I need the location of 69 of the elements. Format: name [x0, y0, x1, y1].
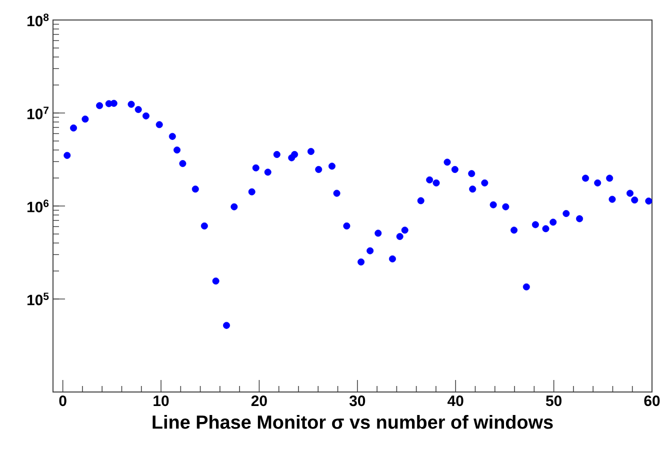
x-tick-label: 60	[644, 396, 660, 406]
point	[142, 112, 150, 120]
y-tick-label: 10$^{5}$	[27, 292, 49, 306]
point	[451, 166, 458, 173]
x-tick-label: 40	[448, 396, 464, 406]
point	[174, 146, 181, 154]
point	[468, 170, 476, 178]
point	[645, 198, 652, 205]
point	[444, 158, 451, 166]
point	[212, 278, 220, 285]
point	[110, 100, 118, 107]
point	[522, 283, 530, 290]
x-tick-label: 30	[349, 396, 366, 406]
point	[510, 226, 518, 234]
point	[264, 168, 272, 176]
point	[328, 162, 336, 170]
x-axis-title: Line Phase Monitor σ vs number of windows	[152, 414, 553, 429]
point	[469, 186, 476, 193]
point	[532, 221, 539, 228]
point	[70, 124, 78, 132]
point	[432, 179, 440, 186]
point	[96, 102, 104, 110]
y-tick-label: 10$^{8}$	[27, 14, 49, 26]
point	[576, 215, 584, 222]
point	[343, 222, 350, 230]
point	[626, 190, 634, 197]
point	[582, 174, 590, 182]
point	[374, 230, 382, 237]
point	[396, 232, 404, 240]
point	[594, 179, 602, 186]
point	[608, 196, 616, 203]
point	[481, 179, 488, 186]
point	[307, 148, 314, 155]
point	[542, 225, 550, 232]
point	[230, 203, 238, 210]
point	[200, 222, 208, 230]
point	[252, 164, 260, 172]
point	[291, 150, 298, 158]
point	[168, 132, 176, 140]
point	[315, 166, 322, 173]
x-tick-label: 10	[154, 396, 169, 406]
point	[333, 190, 340, 197]
x-tick-label: 50	[546, 396, 562, 406]
point	[273, 150, 280, 158]
point	[134, 106, 142, 114]
point	[490, 201, 497, 208]
y-tick-label: 10$^{6}$	[27, 200, 49, 212]
point	[401, 226, 408, 234]
point	[82, 116, 89, 123]
point	[179, 160, 186, 168]
point	[606, 174, 614, 182]
point	[248, 188, 256, 196]
point	[366, 247, 374, 254]
point	[358, 258, 365, 266]
point	[128, 100, 135, 108]
point	[64, 152, 71, 159]
point	[388, 255, 396, 262]
x-tick-label: 0	[59, 396, 66, 406]
point	[631, 196, 638, 204]
point	[562, 210, 570, 218]
point	[156, 121, 163, 128]
point	[192, 186, 199, 193]
point	[502, 203, 510, 210]
point	[223, 322, 230, 329]
point	[417, 197, 424, 204]
point	[550, 218, 557, 226]
point	[426, 176, 434, 184]
y-tick-label: 10$^{7}$	[27, 106, 49, 120]
x-tick-label: 20	[251, 396, 267, 406]
